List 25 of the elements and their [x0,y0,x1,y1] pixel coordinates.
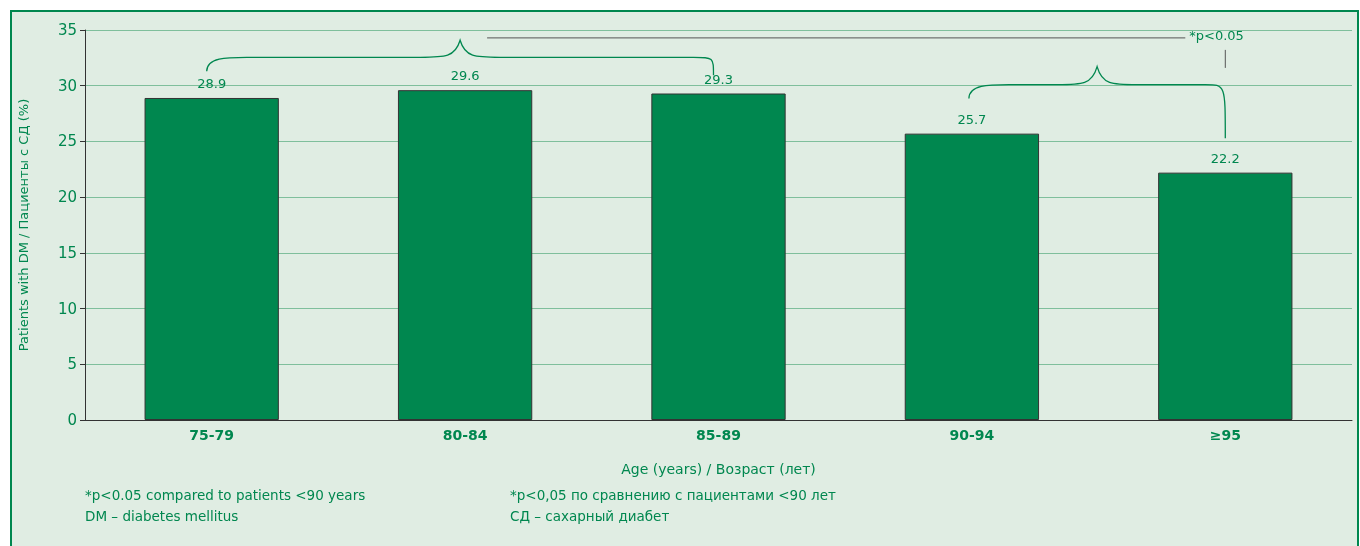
text: *p<0.05 compared to patients <90 years [85,487,366,503]
y-tick-label: 30 [57,76,77,95]
data-label: 25.7 [957,111,987,127]
x-tick-label: 80-84 [442,427,488,443]
y-tick-label: 15 [57,243,77,262]
y-tick-label: 10 [57,299,77,318]
x-axis-title: Age (years) / Возраст (лет) [621,461,816,477]
annotation: *p<0.05 [1189,27,1244,43]
y-tick-label: 25 [57,132,77,151]
text: DM – diabetes mellitus [85,508,239,524]
data-label: 29.6 [450,68,480,84]
y-tick-label: 35 [57,21,77,39]
text: *p<0,05 по сравнению с пациентами <90 лет [510,487,836,503]
data-label: 29.3 [704,71,733,87]
x-tick-label: 75-79 [189,427,235,443]
x-tick-label: 85-89 [696,427,741,443]
text: СД – сахарный диабет [510,508,670,524]
y-tick-label: 0 [67,411,77,429]
y-axis-title: Patients with DM / Пациенты с СД (%) [16,98,31,352]
data-label: 22.2 [1210,150,1240,166]
x-tick-label: 90-94 [949,427,995,443]
y-tick-label: 5 [67,355,77,374]
data-label: 28.9 [197,75,227,91]
x-tick-label: ≥95 [1209,427,1241,443]
y-tick-label: 20 [57,188,77,207]
